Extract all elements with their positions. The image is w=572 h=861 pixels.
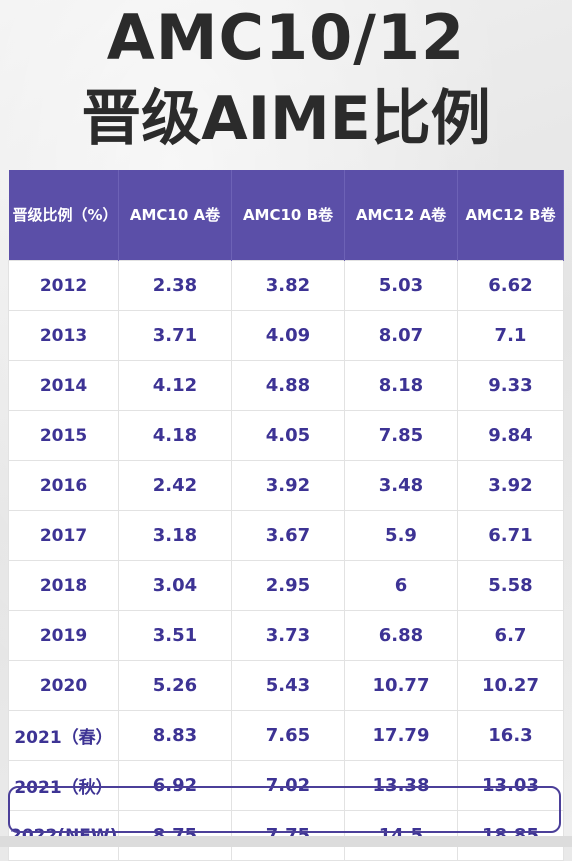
cell-amc12a: 8.07: [344, 310, 458, 361]
table-row: 2016 2.42 3.92 3.48 3.92: [8, 460, 564, 511]
cell-amc12a: 5.03: [344, 260, 458, 311]
cell-amc10b: 4.05: [231, 410, 345, 461]
cell-amc12b: 13.03: [457, 760, 564, 811]
table-header-row: 晋级比例（%） AMC10 A卷 AMC10 B卷 AMC12 A卷 AMC12…: [8, 170, 564, 261]
row-year: 2020: [8, 660, 119, 711]
cell-amc12b: 6.62: [457, 260, 564, 311]
row-year: 2017: [8, 510, 119, 561]
cell-amc12b: 9.84: [457, 410, 564, 461]
row-year: 2016: [8, 460, 119, 511]
cell-amc10b: 3.67: [231, 510, 345, 561]
cell-amc10a: 3.18: [118, 510, 232, 561]
table-row: 2014 4.12 4.88 8.18 9.33: [8, 360, 564, 411]
cell-amc10a: 3.04: [118, 560, 232, 611]
table-row: 2017 3.18 3.67 5.9 6.71: [8, 510, 564, 561]
table-row: 2015 4.18 4.05 7.85 9.84: [8, 410, 564, 461]
cell-amc12a: 3.48: [344, 460, 458, 511]
cell-amc10b: 2.95: [231, 560, 345, 611]
cell-amc12b: 3.92: [457, 460, 564, 511]
cell-amc10a: 5.26: [118, 660, 232, 711]
table-row: 2019 3.51 3.73 6.88 6.7: [8, 610, 564, 661]
cell-amc12a: 7.85: [344, 410, 458, 461]
cell-amc10b: 3.82: [231, 260, 345, 311]
cell-amc12b: 5.58: [457, 560, 564, 611]
cell-amc10b: 4.09: [231, 310, 345, 361]
cell-amc10a: 8.83: [118, 710, 232, 761]
header-amc10b: AMC10 B卷: [231, 170, 345, 261]
table-row: 2013 3.71 4.09 8.07 7.1: [8, 310, 564, 361]
table-row: 2021（秋） 6.92 7.02 13.38 13.03: [8, 760, 564, 811]
table-row: 2021（春） 8.83 7.65 17.79 16.3: [8, 710, 564, 761]
table-body: 2012 2.38 3.82 5.03 6.62 2013 3.71 4.09 …: [8, 260, 564, 861]
cell-amc12b: 6.71: [457, 510, 564, 561]
table-row: 2020 5.26 5.43 10.77 10.27: [8, 660, 564, 711]
cell-amc12a: 10.77: [344, 660, 458, 711]
bottom-edge: [0, 836, 572, 847]
row-year: 2021（秋）: [8, 760, 119, 811]
cell-amc12b: 7.1: [457, 310, 564, 361]
header-rate-percent: 晋级比例（%）: [8, 170, 119, 261]
cell-amc10b: 3.92: [231, 460, 345, 511]
cell-amc10b: 7.02: [231, 760, 345, 811]
header-amc12a: AMC12 A卷: [344, 170, 458, 261]
page-title-line2: 晋级AIME比例: [81, 84, 491, 154]
cell-amc10a: 4.12: [118, 360, 232, 411]
row-year: 2013: [8, 310, 119, 361]
header-amc12b: AMC12 B卷: [457, 170, 564, 261]
table-row: 2012 2.38 3.82 5.03 6.62: [8, 260, 564, 311]
cell-amc10b: 3.73: [231, 610, 345, 661]
cell-amc10a: 2.42: [118, 460, 232, 511]
row-year: 2021（春）: [8, 710, 119, 761]
cell-amc10a: 3.71: [118, 310, 232, 361]
aime-qualification-table: 晋级比例（%） AMC10 A卷 AMC10 B卷 AMC12 A卷 AMC12…: [8, 170, 564, 861]
cell-amc10a: 4.18: [118, 410, 232, 461]
cell-amc10b: 4.88: [231, 360, 345, 411]
cell-amc10a: 6.92: [118, 760, 232, 811]
cell-amc12a: 8.18: [344, 360, 458, 411]
cell-amc10a: 3.51: [118, 610, 232, 661]
cell-amc12b: 10.27: [457, 660, 564, 711]
row-year: 2012: [8, 260, 119, 311]
cell-amc12b: 6.7: [457, 610, 564, 661]
row-year: 2019: [8, 610, 119, 661]
cell-amc10b: 7.65: [231, 710, 345, 761]
cell-amc12a: 17.79: [344, 710, 458, 761]
row-year: 2018: [8, 560, 119, 611]
cell-amc12a: 6: [344, 560, 458, 611]
cell-amc12b: 16.3: [457, 710, 564, 761]
cell-amc10a: 2.38: [118, 260, 232, 311]
cell-amc12a: 5.9: [344, 510, 458, 561]
table-row: 2018 3.04 2.95 6 5.58: [8, 560, 564, 611]
cell-amc12a: 13.38: [344, 760, 458, 811]
header-amc10a: AMC10 A卷: [118, 170, 232, 261]
page-title-line1: AMC10/12: [106, 1, 466, 74]
cell-amc12b: 9.33: [457, 360, 564, 411]
row-year: 2014: [8, 360, 119, 411]
row-year: 2015: [8, 410, 119, 461]
cell-amc10b: 5.43: [231, 660, 345, 711]
cell-amc12a: 6.88: [344, 610, 458, 661]
